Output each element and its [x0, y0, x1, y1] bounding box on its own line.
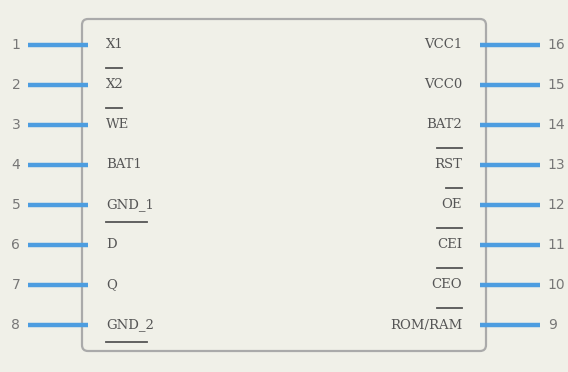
Text: VCC1: VCC1 [424, 38, 462, 51]
Text: RST: RST [434, 158, 462, 171]
Text: BAT2: BAT2 [426, 119, 462, 131]
Text: 8: 8 [11, 318, 20, 332]
Text: 12: 12 [548, 198, 565, 212]
Text: BAT1: BAT1 [106, 158, 142, 171]
Text: 5: 5 [11, 198, 20, 212]
Text: X1: X1 [106, 38, 124, 51]
Text: X2: X2 [106, 78, 124, 92]
Text: VCC0: VCC0 [424, 78, 462, 92]
Text: 6: 6 [11, 238, 20, 252]
Text: OE: OE [441, 199, 462, 212]
Text: 15: 15 [548, 78, 565, 92]
Text: 3: 3 [11, 118, 20, 132]
FancyBboxPatch shape [82, 19, 486, 351]
Text: ROM/RAM: ROM/RAM [390, 318, 462, 331]
Text: 10: 10 [548, 278, 565, 292]
Text: 11: 11 [548, 238, 565, 252]
Text: 14: 14 [548, 118, 565, 132]
Text: GND_1: GND_1 [106, 199, 154, 212]
Text: 7: 7 [11, 278, 20, 292]
Text: 4: 4 [11, 158, 20, 172]
Text: D: D [106, 238, 116, 251]
Text: CEO: CEO [431, 279, 462, 292]
Text: GND_2: GND_2 [106, 318, 154, 331]
Text: 9: 9 [548, 318, 557, 332]
Text: CEI: CEI [437, 238, 462, 251]
Text: 1: 1 [11, 38, 20, 52]
Text: 13: 13 [548, 158, 565, 172]
Text: Q: Q [106, 279, 117, 292]
Text: 2: 2 [11, 78, 20, 92]
Text: 16: 16 [548, 38, 565, 52]
Text: WE: WE [106, 119, 130, 131]
